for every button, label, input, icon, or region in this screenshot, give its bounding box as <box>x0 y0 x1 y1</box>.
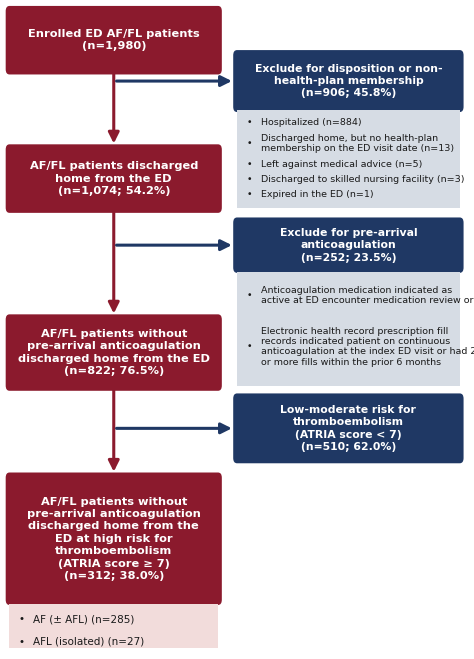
Text: •: • <box>19 614 25 624</box>
Text: Left against medical advice (n=5): Left against medical advice (n=5) <box>261 160 422 169</box>
Text: Exclude for pre-arrival
anticoagulation
(n=252; 23.5%): Exclude for pre-arrival anticoagulation … <box>280 228 417 262</box>
Text: Exclude for disposition or non-
health-plan membership
(n=906; 45.8%): Exclude for disposition or non- health-p… <box>255 64 442 98</box>
Text: Enrolled ED AF/FL patients
(n=1,980): Enrolled ED AF/FL patients (n=1,980) <box>28 29 200 51</box>
FancyBboxPatch shape <box>233 393 464 463</box>
Text: •: • <box>246 342 252 351</box>
Text: AF/FL patients discharged
home from the ED
(n=1,074; 54.2%): AF/FL patients discharged home from the … <box>29 161 198 196</box>
Text: Electronic health record prescription fill
records indicated patient on continuo: Electronic health record prescription fi… <box>261 327 474 367</box>
FancyBboxPatch shape <box>9 604 218 648</box>
Text: Anticoagulation medication indicated as
active at ED encounter medication review: Anticoagulation medication indicated as … <box>261 285 473 305</box>
Text: •: • <box>246 160 252 169</box>
Text: AF/FL patients without
pre-arrival anticoagulation
discharged home from the ED
(: AF/FL patients without pre-arrival antic… <box>18 329 210 376</box>
Text: Expired in the ED (n=1): Expired in the ED (n=1) <box>261 190 374 199</box>
Text: •: • <box>19 637 25 646</box>
Text: AF/FL patients without
pre-arrival anticoagulation
discharged home from the
ED a: AF/FL patients without pre-arrival antic… <box>27 496 201 581</box>
Text: Discharged to skilled nursing facility (n=3): Discharged to skilled nursing facility (… <box>261 175 464 185</box>
Text: AF (± AFL) (n=285): AF (± AFL) (n=285) <box>33 614 135 624</box>
Text: •: • <box>246 175 252 185</box>
Text: Discharged home, but no health-plan
membership on the ED visit date (n=13): Discharged home, but no health-plan memb… <box>261 134 454 154</box>
FancyBboxPatch shape <box>237 110 460 208</box>
FancyBboxPatch shape <box>233 217 464 273</box>
FancyBboxPatch shape <box>233 50 464 112</box>
Text: •: • <box>246 190 252 199</box>
FancyBboxPatch shape <box>6 144 222 213</box>
Text: •: • <box>246 291 252 300</box>
Text: •: • <box>246 119 252 127</box>
FancyBboxPatch shape <box>6 473 222 605</box>
Text: AFL (isolated) (n=27): AFL (isolated) (n=27) <box>33 637 145 646</box>
FancyBboxPatch shape <box>6 6 222 74</box>
FancyBboxPatch shape <box>237 272 460 386</box>
FancyBboxPatch shape <box>6 314 222 391</box>
Text: •: • <box>246 139 252 148</box>
Text: Low-moderate risk for
thromboembolism
(ATRIA score < 7)
(n=510; 62.0%): Low-moderate risk for thromboembolism (A… <box>281 405 416 452</box>
Text: Hospitalized (n=884): Hospitalized (n=884) <box>261 119 361 127</box>
